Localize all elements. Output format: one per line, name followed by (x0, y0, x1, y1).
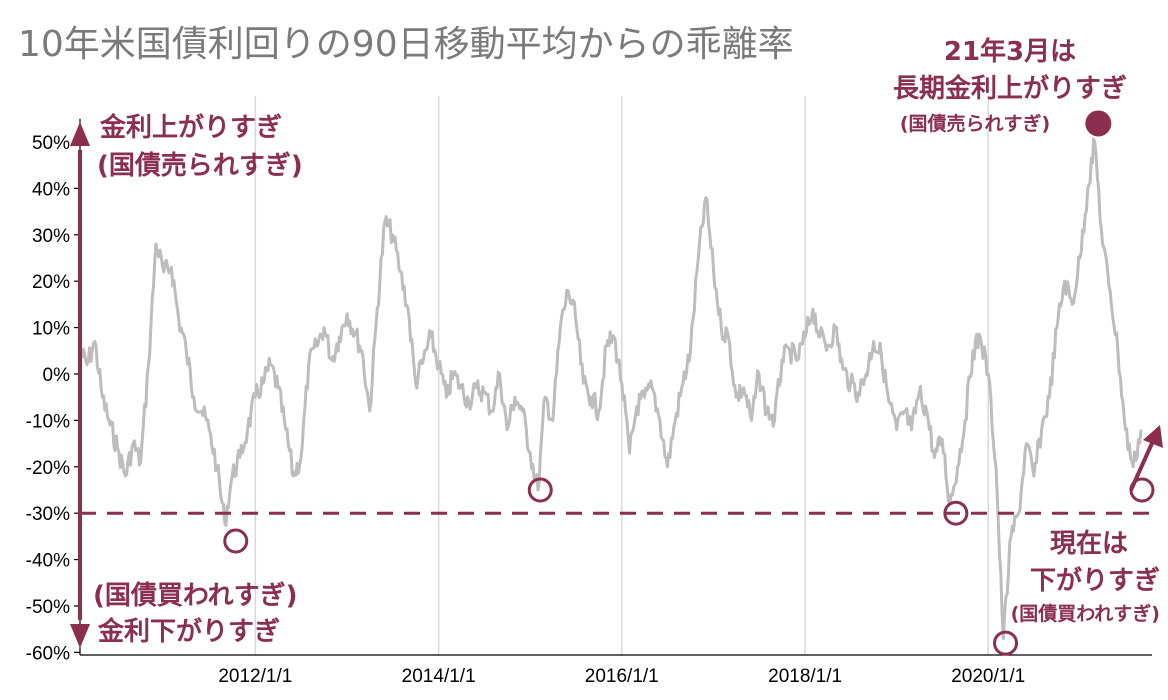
annotation-top-left: 金利上がりすぎ (国債売られすぎ) (97, 112, 303, 181)
circle-marker-0 (223, 528, 249, 554)
y-tick-label-1: 40% (32, 179, 70, 200)
annotation-peak: 21年3月は 長期金利上がりすぎ (国債売られすぎ) (893, 36, 1127, 135)
annotation-current: 現在は 下がりすぎ (国債買われすぎ) (1011, 529, 1160, 625)
annotation-peak-line1: 21年3月は (944, 36, 1076, 67)
x-tick-label-3: 2018/1/1 (768, 666, 842, 687)
y-axis (70, 118, 1152, 656)
annotation-peak-line3: (国債売られすぎ) (900, 112, 1050, 135)
annotation-bottom-left-line2: 金利下がりすぎ (97, 616, 280, 647)
series-line (78, 137, 1143, 640)
annotation-peak-line2: 長期金利上がりすぎ (893, 73, 1127, 104)
y-tick-label-7: -20% (26, 458, 70, 479)
circle-marker-4 (1129, 477, 1155, 503)
circle-marker-3 (993, 630, 1019, 656)
y-tick-label-5: 0% (43, 365, 71, 386)
annotation-current-line1: 現在は (1050, 529, 1128, 559)
x-tick-label-2: 2016/1/1 (585, 666, 659, 687)
y-tick-label-9: -40% (26, 551, 70, 572)
markers (223, 110, 1163, 656)
direction-arrow-up (70, 122, 90, 146)
direction-arrow-down (70, 624, 90, 648)
x-tick-label-0: 2012/1/1 (218, 666, 292, 687)
annotation-top-left-line1: 金利上がりすぎ (99, 112, 282, 143)
annotation-bottom-left: (国債買われすぎ) 金利下がりすぎ (93, 581, 297, 647)
y-tick-label-4: 10% (32, 319, 70, 340)
circle-marker-2 (943, 500, 969, 526)
y-tick-label-11: -60% (26, 643, 70, 664)
chart-title: 10年米国債利回りの90日移動平均からの乖離率 (18, 24, 794, 65)
annotation-current-line2: 下がりすぎ (1030, 565, 1160, 596)
y-tick-labels: 50% 40% 30% 20% 10% 0% -10% -20% -30% -40% -50% -60… (26, 133, 70, 664)
annotation-top-left-line2: (国債売られすぎ) (97, 151, 303, 181)
annotation-bottom-left-line1: (国債買われすぎ) (93, 581, 297, 611)
x-tick-label-1: 2014/1/1 (402, 666, 476, 687)
y-tick-label-6: -10% (26, 411, 70, 432)
rebound-arrow-head (1143, 425, 1163, 448)
y-tick-label-0: 50% (32, 133, 70, 154)
rebound-arrow-shaft (1129, 440, 1155, 491)
series (78, 137, 1152, 640)
y-tick-label-10: -50% (26, 597, 70, 618)
x-tick-labels: 2012/1/1 2014/1/1 2016/1/1 2018/1/1 2020/1/1 (218, 666, 1025, 687)
y-tick-label-2: 30% (32, 226, 70, 247)
circle-marker-1 (527, 477, 553, 503)
x-tick-label-4: 2020/1/1 (951, 666, 1025, 687)
annotation-current-line3: (国債買われすぎ) (1011, 602, 1160, 625)
y-tick-label-3: 20% (32, 272, 70, 293)
peak-marker (1085, 110, 1112, 137)
y-tick-label-8: -30% (26, 504, 70, 525)
